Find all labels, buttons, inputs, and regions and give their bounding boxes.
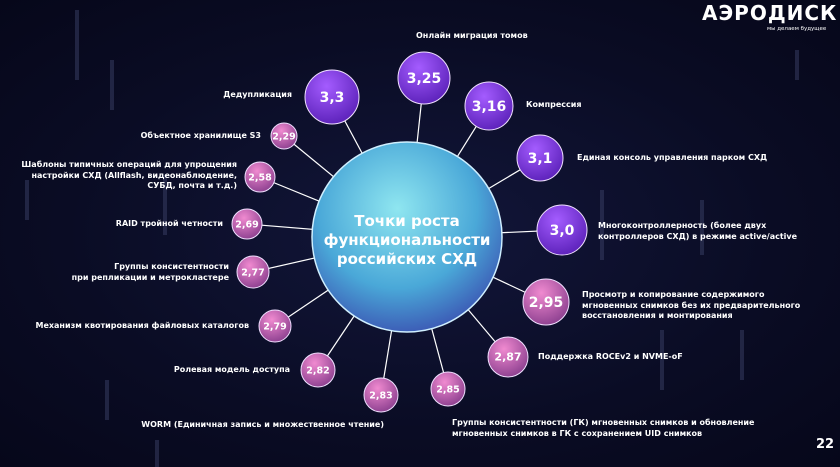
decorative-streak <box>155 440 159 467</box>
item-label: Группы консистентности при репликации и м… <box>71 262 229 282</box>
value-bubble <box>236 255 270 289</box>
decorative-streak <box>700 200 704 255</box>
value-bubble <box>516 134 564 182</box>
bubble-value: 2,82 <box>306 366 329 377</box>
bubble-value: 3,3 <box>320 90 345 106</box>
bubble-value: 2,79 <box>263 322 286 333</box>
bubble-value: 2,83 <box>369 391 392 402</box>
item-label: Объектное хранилище S3 <box>140 131 261 140</box>
item-label: Механизм квотирования файловых каталогов <box>35 321 249 330</box>
bubble-value: 2,87 <box>494 351 521 364</box>
value-bubble <box>258 309 292 343</box>
decorative-streak <box>795 50 799 80</box>
item-label: Шаблоны типичных операций для упрощения н… <box>21 160 237 190</box>
item-label: Ролевая модель доступа <box>173 365 290 374</box>
bubble-value: 3,25 <box>407 71 442 87</box>
item-label: Многоконтроллерность (более двух контролл… <box>598 221 798 241</box>
decorative-streak <box>25 180 29 220</box>
bubble-value: 3,0 <box>550 223 575 239</box>
decorative-streak <box>110 60 114 110</box>
brand-tagline: мы делаем будущее <box>767 26 827 32</box>
value-bubble <box>300 352 336 388</box>
brand-logo: АЭРОДИСК <box>702 1 838 25</box>
value-bubble <box>363 377 399 413</box>
item-label: Онлайн миграция томов <box>416 31 528 40</box>
item-label: Дедупликация <box>223 90 292 99</box>
item-label: Группы консистентности (ГК) мгновенных с… <box>452 418 755 438</box>
item-label: Просмотр и копирование содержимого мгнове… <box>582 290 801 320</box>
bubble-value: 2,77 <box>241 268 264 279</box>
decorative-streak <box>163 175 167 235</box>
page-number: 22 <box>816 437 835 452</box>
item-label: Единая консоль управления парком СХД <box>577 153 768 162</box>
decorative-streak <box>660 330 664 390</box>
value-bubble <box>464 81 514 131</box>
value-bubble <box>487 336 529 378</box>
decorative-streak <box>600 190 604 260</box>
bubble-value: 2,95 <box>529 295 564 311</box>
value-bubble <box>270 122 298 150</box>
bubble-value: 2,29 <box>272 132 295 143</box>
decorative-streak <box>75 10 79 80</box>
decorative-streak <box>105 380 109 420</box>
hub-circle <box>311 141 503 333</box>
bubble-value: 2,58 <box>248 173 272 184</box>
value-bubble <box>536 204 588 256</box>
value-bubble <box>244 161 276 193</box>
item-label: Поддержка ROCEv2 и NVME-oF <box>538 352 683 361</box>
decorative-streak <box>740 330 744 380</box>
item-label: Компрессия <box>526 100 582 109</box>
bubble-value: 2,69 <box>235 220 258 231</box>
value-bubble <box>397 51 451 105</box>
value-bubble <box>522 278 570 326</box>
hub-title: Точки роста функциональности российских … <box>323 212 491 268</box>
bubble-value: 3,16 <box>472 99 507 115</box>
value-bubble <box>231 208 263 240</box>
value-bubble <box>430 371 466 407</box>
bubble-value: 2,85 <box>436 385 459 396</box>
item-label: WORM (Единичная запись и множественное ч… <box>141 420 384 429</box>
value-bubble <box>304 69 360 125</box>
item-label: RAID тройной четности <box>115 219 223 228</box>
bubble-value: 3,1 <box>528 151 553 167</box>
